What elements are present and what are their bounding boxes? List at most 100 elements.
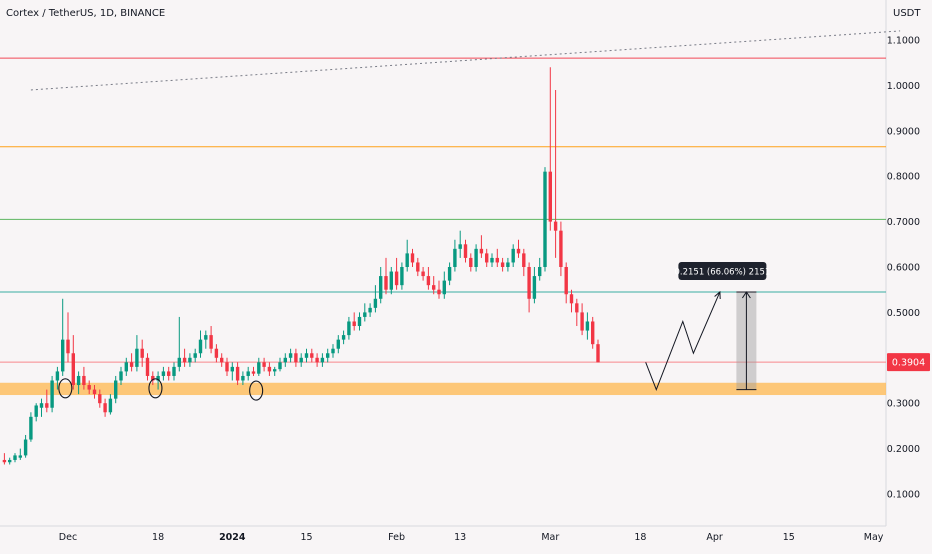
x-tick-label-0: Dec [59,532,77,543]
candle-body [543,171,547,267]
candle-body [394,271,399,286]
candle-29 [156,371,160,390]
y-tick-label-3: 0.8000 [887,172,920,183]
candle-41 [220,353,224,367]
candle-body [453,248,457,267]
candle-body [320,357,325,363]
candle-26 [140,339,144,367]
candle-body [400,267,404,286]
candle-body [177,357,181,367]
candle-body [23,439,28,456]
candle-102 [543,167,547,272]
candle-7 [39,398,44,417]
candle-54 [288,348,293,363]
candle-105 [559,221,563,277]
candle-38 [204,330,208,349]
candle-108 [575,298,579,327]
candle-72 [384,257,388,295]
x-tick-label-3: 15 [300,532,312,543]
candle-body [209,335,213,349]
candle-body [553,221,558,231]
candle-42 [225,357,229,376]
candle-body [182,357,187,363]
candle-62 [331,344,335,358]
x-tick-label-7: 18 [634,532,646,543]
candle-71 [379,267,383,304]
candle-body [103,403,107,413]
candle-body [230,366,234,372]
candle-body [92,389,97,395]
candle-body [76,375,81,386]
candle-83 [442,271,446,299]
candle-body [267,366,272,372]
candle-body [357,316,362,327]
candle-80 [426,267,431,290]
candle-44 [235,362,240,386]
candle-101 [538,257,542,281]
candle-69 [368,303,372,317]
candle-91 [485,248,489,267]
candle-body [527,267,531,299]
candle-body [251,371,256,374]
candle-body [490,257,494,263]
projection-arrowhead [714,290,721,299]
candle-15 [82,366,86,390]
marked-low-circle-1 [148,378,163,399]
candle-body [522,253,526,267]
candle-70 [373,285,378,313]
candle-93 [495,248,499,267]
candle-33 [177,316,181,372]
candle-body [114,380,118,399]
candle-body [516,248,521,254]
candle-body [315,357,319,363]
candle-body [45,403,49,408]
candle-body [352,321,356,327]
candle-body [447,267,452,281]
candle-25 [135,335,139,372]
candle-body [495,257,499,263]
trendline [30,30,901,91]
candle-body [299,357,303,363]
candle-body [262,362,266,367]
candle-body [225,362,229,372]
candle-94 [500,257,505,272]
marked-low-circle-2 [249,380,264,401]
y-tick-label-2: 0.9000 [887,126,920,137]
candle-body [87,385,91,390]
candle-14 [76,371,81,395]
candle-75 [400,262,404,290]
candle-34 [182,348,187,367]
candle-body [575,303,579,313]
candle-body [479,248,484,254]
candle-99 [527,262,531,313]
candle-30 [161,366,166,381]
x-tick-label-8: Apr [706,532,723,543]
candle-body [304,353,309,358]
candle-12 [66,312,70,363]
candle-body [363,312,367,317]
candle-body [585,321,590,331]
candle-28 [151,371,155,386]
candle-97 [516,239,521,258]
candle-body [13,455,17,460]
candle-52 [278,357,282,372]
candle-body [108,398,113,413]
candle-body [591,321,595,345]
candle-body [410,253,415,263]
candle-82 [437,280,441,299]
x-tick-label-1: 18 [152,532,164,543]
candle-body [506,262,510,267]
candle-body [29,416,33,440]
candle-74 [394,257,399,290]
candle-73 [389,267,393,295]
candle-body [426,276,431,286]
candle-79 [421,267,425,281]
candle-body [193,353,197,358]
candle-body [326,353,330,358]
price-unit-label: USDT [893,8,921,19]
candle-body [2,459,7,463]
y-tick-label-1: 1.0000 [887,81,920,92]
candle-body [98,394,102,404]
candle-body [129,362,134,367]
